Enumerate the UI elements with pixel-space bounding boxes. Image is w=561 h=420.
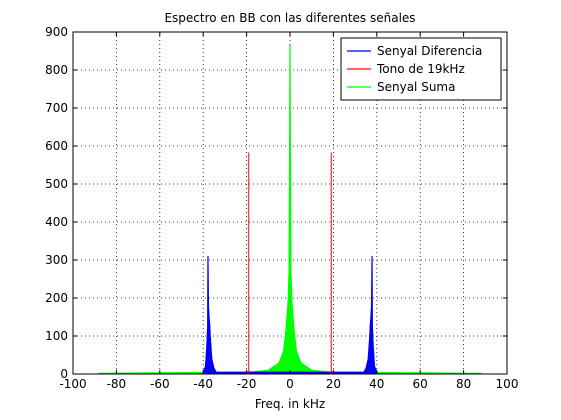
x-tick-label: -100	[59, 377, 86, 391]
x-tick-label: 60	[413, 377, 428, 391]
x-tick-label: 100	[496, 377, 519, 391]
y-tick-label: 100	[45, 329, 68, 343]
x-axis-label: Freq. in kHz	[255, 397, 325, 411]
legend-label: Senyal Suma	[377, 80, 455, 94]
x-tick-label: -80	[107, 377, 127, 391]
x-tick-label: -60	[150, 377, 170, 391]
legend-label: Senyal Diferencia	[377, 44, 482, 58]
legend: Senyal Diferencia Tono de 19kHz Senyal Sum…	[340, 37, 502, 101]
x-tick-label: -40	[193, 377, 213, 391]
x-tick-label: 20	[326, 377, 341, 391]
x-tick-label: -20	[237, 377, 257, 391]
series-senyal-diferencia	[202, 255, 378, 375]
axis-ticks: -100 -80 -60 -40 -20 0 20 40 60 80 100 0 100 200 300 40…	[45, 25, 518, 391]
y-tick-label: 500	[45, 177, 68, 191]
y-tick-label: 400	[45, 215, 68, 229]
series-tono-de-19khz	[248, 152, 332, 374]
y-tick-label: 800	[45, 63, 68, 77]
x-tick-label: 40	[369, 377, 384, 391]
y-tick-label: 0	[60, 367, 68, 381]
x-tick-label: 0	[286, 377, 294, 391]
x-tick-label: 80	[456, 377, 471, 391]
y-tick-label: 700	[45, 101, 68, 115]
y-tick-label: 900	[45, 25, 68, 39]
y-tick-label: 200	[45, 291, 68, 305]
y-tick-label: 600	[45, 139, 68, 153]
series-layer	[98, 44, 482, 375]
legend-label: Tono de 19kHz	[376, 62, 465, 76]
y-tick-label: 300	[45, 253, 68, 267]
chart-title: Espectro en BB con las diferentes señale…	[164, 11, 415, 25]
